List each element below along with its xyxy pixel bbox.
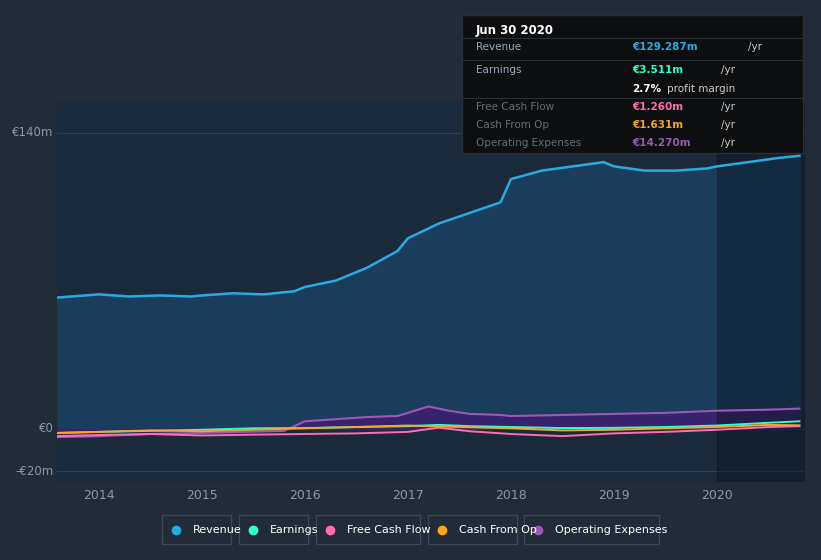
Text: €14.270m: €14.270m bbox=[632, 138, 691, 148]
Text: Revenue: Revenue bbox=[476, 43, 521, 52]
Text: €1.631m: €1.631m bbox=[632, 120, 684, 130]
Text: -€20m: -€20m bbox=[16, 465, 53, 478]
Bar bbox=[717, 101, 805, 482]
Text: Jun 30 2020: Jun 30 2020 bbox=[476, 24, 554, 38]
Text: Cash From Op: Cash From Op bbox=[476, 120, 549, 130]
Text: Cash From Op: Cash From Op bbox=[459, 525, 537, 535]
Text: Earnings: Earnings bbox=[476, 64, 521, 74]
Text: Earnings: Earnings bbox=[269, 525, 319, 535]
Text: €3.511m: €3.511m bbox=[632, 64, 684, 74]
Text: €1.260m: €1.260m bbox=[632, 102, 684, 112]
Bar bbox=[428, 515, 516, 544]
Bar bbox=[316, 515, 420, 544]
Text: Free Cash Flow: Free Cash Flow bbox=[346, 525, 430, 535]
Text: 2.7%: 2.7% bbox=[632, 84, 662, 94]
Text: Operating Expenses: Operating Expenses bbox=[555, 525, 667, 535]
Text: /yr: /yr bbox=[721, 138, 735, 148]
Text: Revenue: Revenue bbox=[192, 525, 241, 535]
Text: /yr: /yr bbox=[721, 102, 735, 112]
Bar bbox=[525, 515, 659, 544]
Text: €0: €0 bbox=[39, 422, 53, 435]
Text: €140m: €140m bbox=[12, 126, 53, 139]
Text: Operating Expenses: Operating Expenses bbox=[476, 138, 581, 148]
Text: €129.287m: €129.287m bbox=[632, 43, 698, 52]
Text: Free Cash Flow: Free Cash Flow bbox=[476, 102, 554, 112]
Text: /yr: /yr bbox=[721, 64, 735, 74]
Text: profit margin: profit margin bbox=[667, 84, 735, 94]
Text: /yr: /yr bbox=[749, 43, 763, 52]
Bar bbox=[162, 515, 231, 544]
Bar bbox=[239, 515, 308, 544]
Text: /yr: /yr bbox=[721, 120, 735, 130]
